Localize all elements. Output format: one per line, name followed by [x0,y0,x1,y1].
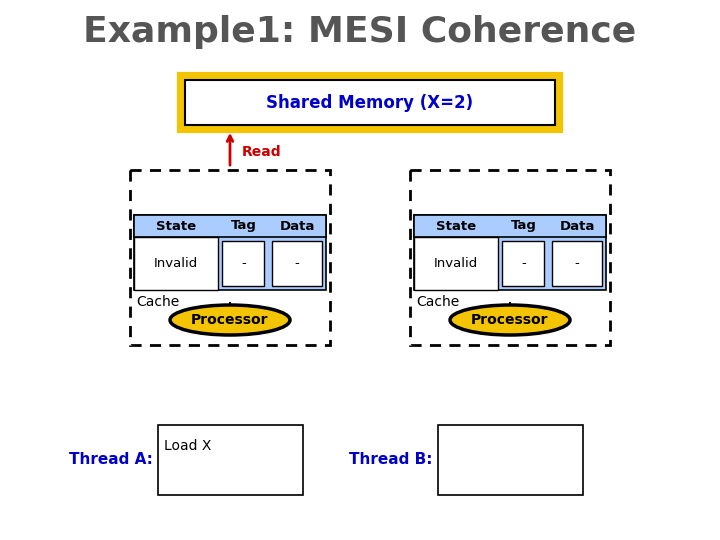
Text: Read: Read [242,145,282,159]
Text: State: State [156,219,197,233]
Bar [134,215,326,237]
Text: -: - [575,257,580,270]
Text: Data: Data [559,219,595,233]
Bar [158,425,302,495]
Ellipse shape [450,305,570,335]
Bar [414,215,606,290]
Ellipse shape [170,305,290,335]
Text: Thread A:: Thread A: [68,453,153,468]
Text: State: State [436,219,477,233]
Text: Example1: MESI Coherence: Example1: MESI Coherence [84,15,636,49]
Text: Tag: Tag [510,219,536,233]
Text: -: - [294,257,300,270]
Text: Data: Data [279,219,315,233]
Text: -: - [521,257,526,270]
Text: Shared Memory (X=2): Shared Memory (X=2) [266,93,474,111]
Bar [130,170,330,345]
Bar [134,215,326,290]
Text: Thread B:: Thread B: [349,453,433,468]
Text: Tag: Tag [230,219,256,233]
Text: Processor: Processor [192,313,269,327]
Text: Cache: Cache [136,295,179,309]
Bar [272,241,322,286]
Text: Invalid: Invalid [154,257,199,270]
Bar [410,170,610,345]
Bar [503,241,544,286]
Text: Cache: Cache [416,295,459,309]
Bar [414,215,606,237]
Bar [438,425,582,495]
Bar [134,237,218,290]
Text: Processor: Processor [472,313,549,327]
Bar [185,80,555,125]
Text: Invalid: Invalid [434,257,478,270]
Bar [179,74,561,131]
Text: Load X: Load X [163,439,211,453]
Text: -: - [241,257,246,270]
Bar [222,241,264,286]
Bar [414,237,498,290]
Bar [552,241,602,286]
